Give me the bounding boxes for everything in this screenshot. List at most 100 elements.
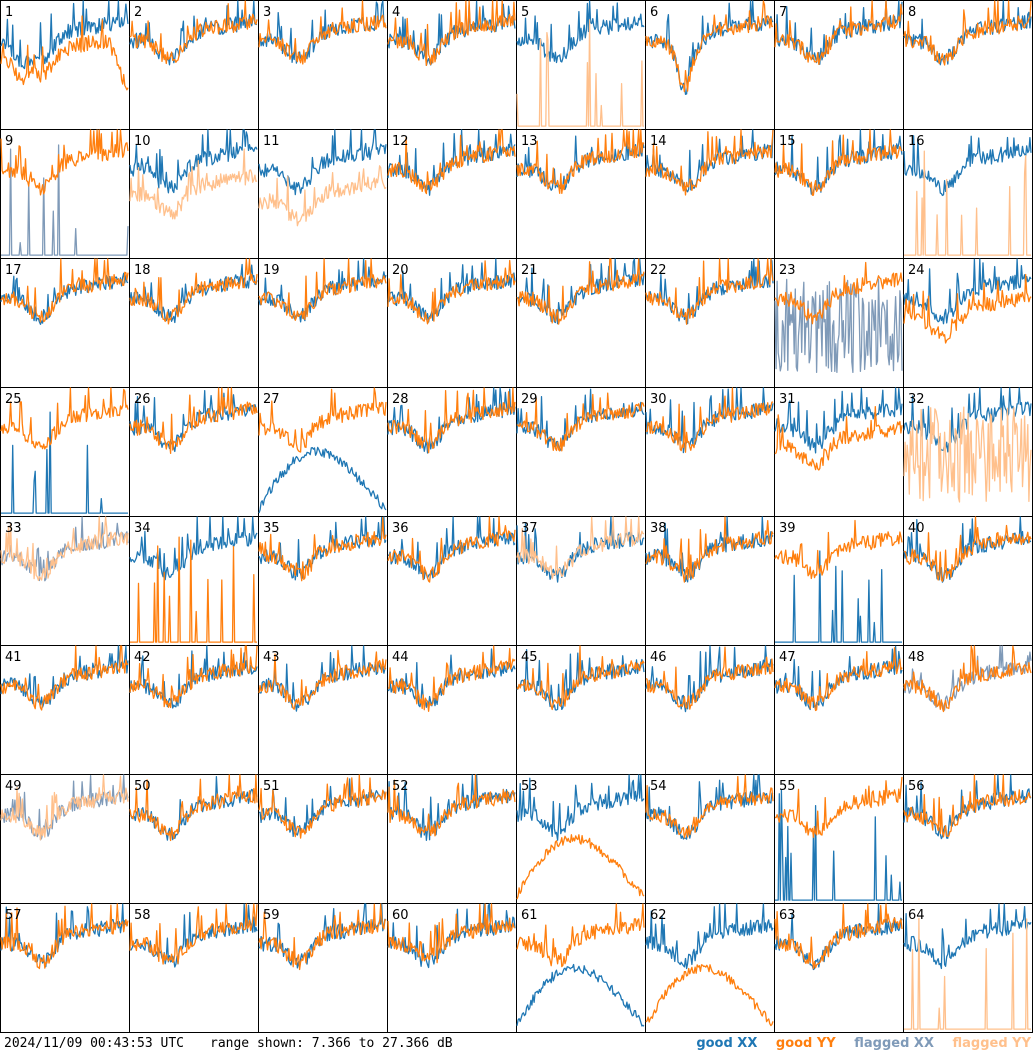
panel-29: 29: [516, 387, 646, 517]
series-xx: [129, 516, 258, 581]
series-yy: [904, 917, 1031, 1030]
panel-number: 36: [392, 521, 409, 536]
panel-61: 61: [516, 903, 646, 1033]
panel-25: 25: [0, 387, 130, 517]
panel-36: 36: [387, 516, 517, 646]
series-xx: [903, 258, 1032, 325]
series-yy: [516, 129, 645, 195]
timestamp: 2024/11/09 00:43:53 UTC: [4, 1036, 185, 1051]
panel-number: 13: [521, 134, 538, 149]
panel-5: 5: [516, 0, 646, 130]
panel-number: 42: [134, 650, 151, 665]
panel-number: 61: [521, 908, 538, 923]
panel-number: 59: [263, 908, 280, 923]
panel-43: 43: [258, 645, 388, 775]
series-yy: [903, 273, 1032, 344]
series-yy: [387, 0, 516, 67]
panel-number: 62: [650, 908, 667, 923]
panel-58: 58: [129, 903, 259, 1033]
panel-number: 16: [908, 134, 925, 149]
series-yy: [387, 129, 516, 195]
series-yy: [774, 406, 903, 471]
series-yy: [774, 0, 903, 65]
panel-number: 60: [392, 908, 409, 923]
panel-number: 35: [263, 521, 280, 536]
panel-number: 28: [392, 392, 409, 407]
series-yy: [129, 645, 258, 709]
series-xx: [258, 645, 387, 712]
panel-number: 21: [521, 263, 538, 278]
panel-number: 10: [134, 134, 151, 149]
panel-number: 45: [521, 650, 538, 665]
series-yy: [903, 0, 1032, 66]
panel-number: 31: [779, 392, 796, 407]
panel-13: 13: [516, 129, 646, 259]
panel-number: 52: [392, 779, 409, 794]
panel-number: 24: [908, 263, 925, 278]
legend-good-yy: good YY: [775, 1036, 836, 1051]
panel-6: 6: [645, 0, 775, 130]
panel-10: 10: [129, 129, 259, 259]
series-xx: [387, 903, 516, 969]
panel-number: 55: [779, 779, 796, 794]
panel-number: 17: [5, 263, 22, 278]
panel-23: 23: [774, 258, 904, 388]
series-xx: [0, 0, 129, 70]
series-xx: [258, 0, 387, 64]
series-yy: [516, 834, 645, 900]
panel-20: 20: [387, 258, 517, 388]
series-yy: [387, 387, 516, 454]
series-xx: [903, 903, 1032, 970]
series-yy: [0, 258, 129, 323]
panel-number: 29: [521, 392, 538, 407]
series-yy: [0, 903, 129, 970]
panel-42: 42: [129, 645, 259, 775]
panel-number: 48: [908, 650, 925, 665]
series-xx: [0, 774, 129, 841]
series-yy: [0, 774, 129, 841]
panel-number: 32: [908, 392, 925, 407]
series-yy: [387, 516, 516, 583]
panel-number: 15: [779, 134, 796, 149]
panel-number: 19: [263, 263, 280, 278]
panel-48: 48: [903, 645, 1033, 775]
panel-60: 60: [387, 903, 517, 1033]
panel-1: 1: [0, 0, 130, 130]
panel-26: 26: [129, 387, 259, 517]
panel-number: 33: [5, 521, 22, 536]
series-yy: [645, 774, 774, 839]
panel-number: 47: [779, 650, 796, 665]
panel-3: 3: [258, 0, 388, 130]
panel-number: 56: [908, 779, 925, 794]
series-yy: [516, 903, 645, 968]
panel-7: 7: [774, 0, 904, 130]
series-yy: [0, 15, 129, 91]
series-yy: [903, 774, 1032, 838]
panel-12: 12: [387, 129, 517, 259]
panel-number: 54: [650, 779, 667, 794]
series-yy: [774, 129, 903, 196]
series-xx: [774, 387, 903, 454]
panel-62: 62: [645, 903, 775, 1033]
series-xx: [645, 258, 774, 325]
range-label: range shown: 7.366 to 27.366 dB: [210, 1036, 453, 1051]
panel-number: 41: [5, 650, 22, 665]
series-xx: [645, 0, 774, 95]
series-yy: [774, 776, 903, 838]
panel-number: 18: [134, 263, 151, 278]
panel-41: 41: [0, 645, 130, 775]
panel-63: 63: [774, 903, 904, 1033]
series-yy: [774, 647, 903, 712]
panel-34: 34: [129, 516, 259, 646]
panel-number: 51: [263, 779, 280, 794]
panel-number: 22: [650, 263, 667, 278]
series-yy: [387, 774, 516, 837]
series-xx: [129, 390, 258, 453]
series-yy: [129, 387, 258, 454]
panel-21: 21: [516, 258, 646, 388]
panel-17: 17: [0, 258, 130, 388]
panel-40: 40: [903, 516, 1033, 646]
series-xx: [903, 774, 1032, 840]
series-yy: [645, 964, 774, 1027]
series-xx: [775, 550, 902, 643]
